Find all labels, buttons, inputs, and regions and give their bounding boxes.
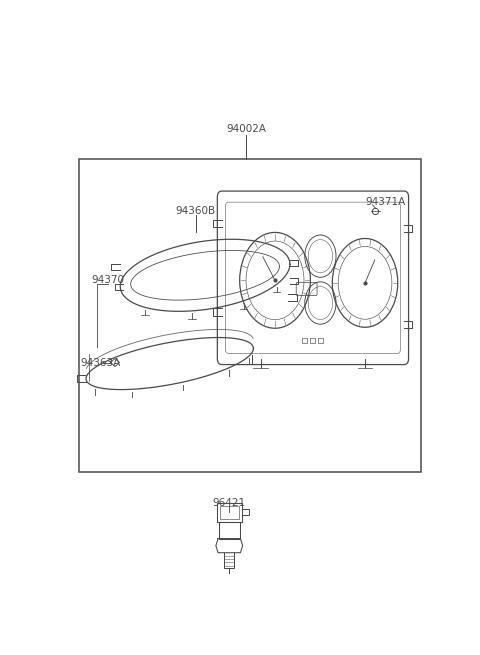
Bar xyxy=(318,338,324,343)
Bar xyxy=(310,338,315,343)
Text: 94360B: 94360B xyxy=(176,206,216,215)
Text: 94363A: 94363A xyxy=(81,358,120,367)
Bar xyxy=(216,503,242,523)
Text: 94370: 94370 xyxy=(92,275,125,286)
Bar xyxy=(302,338,307,343)
Text: 94371A: 94371A xyxy=(365,197,405,207)
Text: 96421: 96421 xyxy=(213,498,246,508)
Text: 94002A: 94002A xyxy=(226,124,266,134)
Bar xyxy=(219,506,239,519)
Bar xyxy=(79,159,421,472)
